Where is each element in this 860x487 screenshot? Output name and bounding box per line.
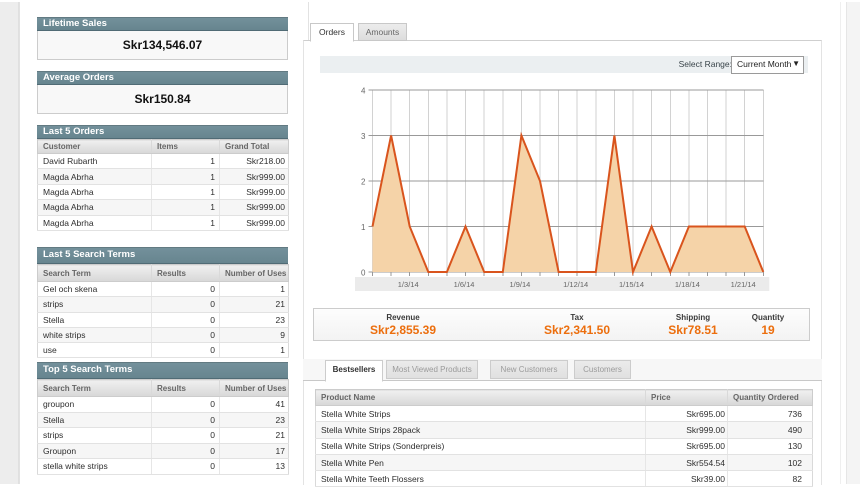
svg-text:1/3/14: 1/3/14 <box>398 280 419 289</box>
svg-text:4: 4 <box>361 87 366 96</box>
svg-text:1/21/14: 1/21/14 <box>731 280 756 289</box>
svg-text:1/6/14: 1/6/14 <box>454 280 475 289</box>
svg-text:3: 3 <box>361 132 366 141</box>
svg-text:1: 1 <box>361 223 366 232</box>
svg-text:1/12/14: 1/12/14 <box>563 280 588 289</box>
svg-text:1/18/14: 1/18/14 <box>675 280 700 289</box>
svg-text:2: 2 <box>361 178 366 187</box>
svg-text:0: 0 <box>361 269 366 278</box>
svg-text:1/9/14: 1/9/14 <box>509 280 530 289</box>
svg-text:1/15/14: 1/15/14 <box>619 280 644 289</box>
